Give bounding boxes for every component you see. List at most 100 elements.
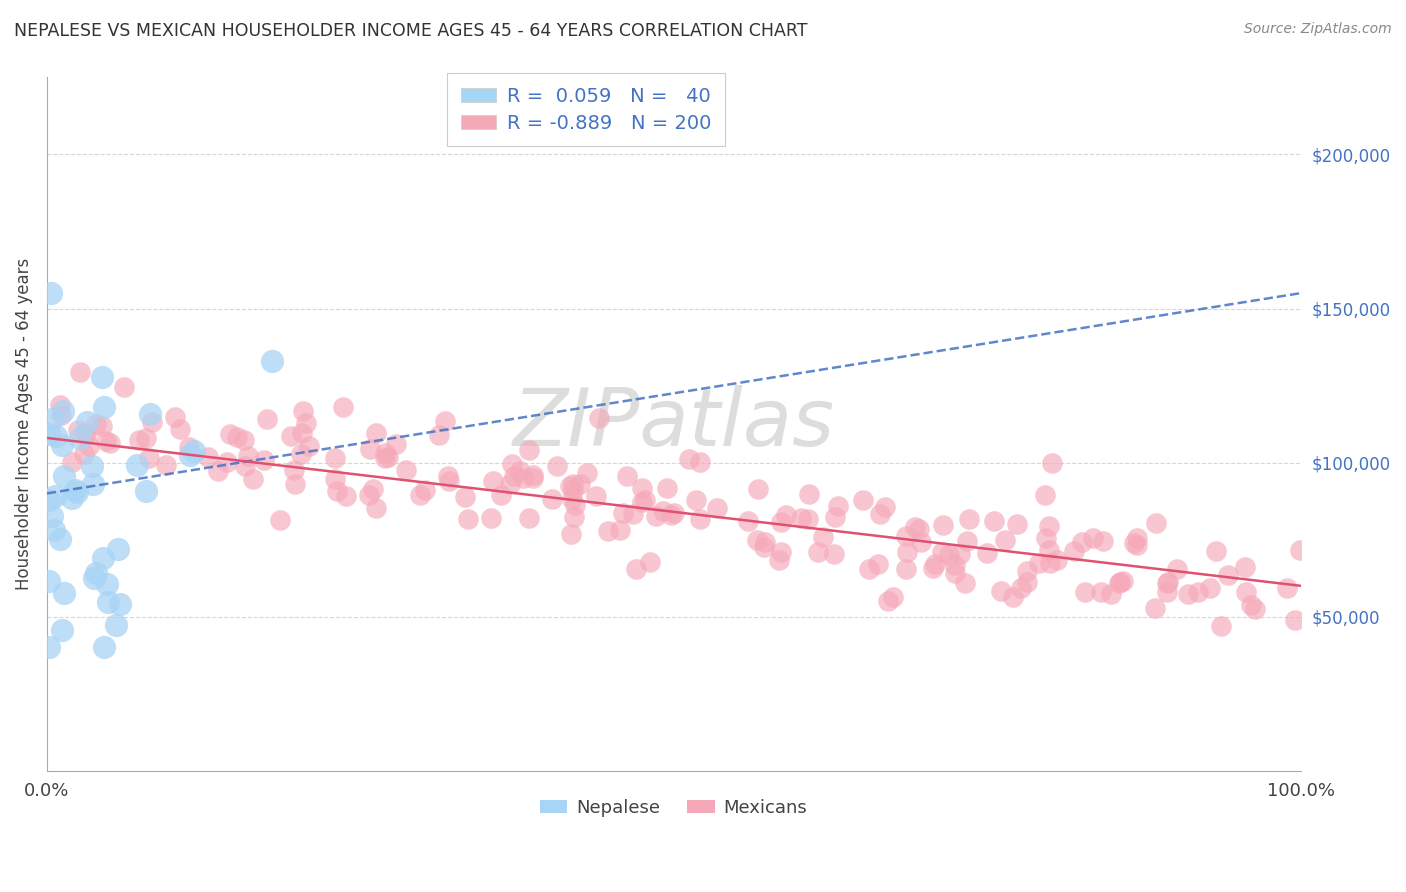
Point [634, 493, 657, 508]
Point [689, 512, 711, 526]
Point [155, 458, 177, 472]
Point [80, 458, 103, 473]
Point [1205, 544, 1227, 558]
Point [1187, 585, 1209, 599]
Point [98, 436, 121, 450]
Point [1109, 574, 1132, 589]
Point [135, 483, 157, 498]
Point [638, 555, 661, 569]
Point [94, 434, 117, 449]
Point [626, 562, 648, 576]
Point [509, 464, 531, 478]
Point [86, 417, 108, 431]
Point [754, 535, 776, 549]
Point [135, 431, 157, 445]
Point [562, 510, 585, 524]
Point [824, 510, 846, 524]
Point [1090, 585, 1112, 599]
Point [238, 449, 260, 463]
Point [60, 491, 83, 505]
Point [48, 398, 70, 412]
Point [949, 547, 972, 561]
Point [38, 640, 60, 655]
Point [807, 545, 830, 559]
Point [96, 595, 118, 609]
Point [75, 428, 97, 442]
Point [96, 577, 118, 591]
Point [631, 482, 654, 496]
Point [41, 508, 63, 523]
Point [1166, 562, 1188, 576]
Point [433, 414, 456, 428]
Point [994, 533, 1017, 547]
Point [165, 410, 187, 425]
Point [797, 487, 820, 501]
Point [107, 541, 129, 556]
Point [612, 506, 634, 520]
Point [38, 492, 60, 507]
Point [60, 455, 83, 469]
Point [1234, 585, 1257, 599]
Point [877, 594, 900, 608]
Point [1289, 542, 1312, 557]
Point [501, 457, 523, 471]
Point [1218, 567, 1240, 582]
Point [827, 499, 849, 513]
Point [706, 501, 728, 516]
Point [662, 506, 685, 520]
Point [127, 458, 149, 472]
Point [366, 501, 388, 516]
Point [112, 380, 135, 394]
Point [1240, 598, 1263, 612]
Point [1144, 601, 1167, 615]
Point [752, 540, 775, 554]
Point [811, 530, 834, 544]
Point [943, 566, 966, 581]
Point [323, 450, 346, 465]
Point [77, 439, 100, 453]
Point [374, 446, 396, 460]
Point [1038, 543, 1060, 558]
Point [924, 557, 946, 571]
Point [1039, 556, 1062, 570]
Point [1177, 587, 1199, 601]
Text: Source: ZipAtlas.com: Source: ZipAtlas.com [1244, 22, 1392, 37]
Point [83, 571, 105, 585]
Point [39, 286, 62, 301]
Point [359, 442, 381, 457]
Point [956, 534, 979, 549]
Point [218, 427, 240, 442]
Point [385, 437, 408, 451]
Point [377, 450, 399, 465]
Point [93, 640, 115, 655]
Point [413, 483, 436, 498]
Point [439, 474, 461, 488]
Point [882, 591, 904, 605]
Point [457, 512, 479, 526]
Point [651, 504, 673, 518]
Point [215, 455, 238, 469]
Point [207, 464, 229, 478]
Point [73, 447, 96, 461]
Point [256, 411, 278, 425]
Point [67, 423, 90, 437]
Point [63, 483, 86, 498]
Point [128, 433, 150, 447]
Point [427, 428, 450, 442]
Point [364, 426, 387, 441]
Point [512, 471, 534, 485]
Point [41, 412, 63, 426]
Point [768, 552, 790, 566]
Point [745, 533, 768, 548]
Point [1046, 552, 1069, 566]
Point [290, 447, 312, 461]
Point [869, 507, 891, 521]
Point [896, 545, 918, 559]
Point [283, 463, 305, 477]
Point [104, 618, 127, 632]
Point [875, 500, 897, 515]
Point [141, 415, 163, 429]
Point [1017, 575, 1039, 590]
Legend: Nepalese, Mexicans: Nepalese, Mexicans [533, 791, 814, 824]
Point [499, 477, 522, 491]
